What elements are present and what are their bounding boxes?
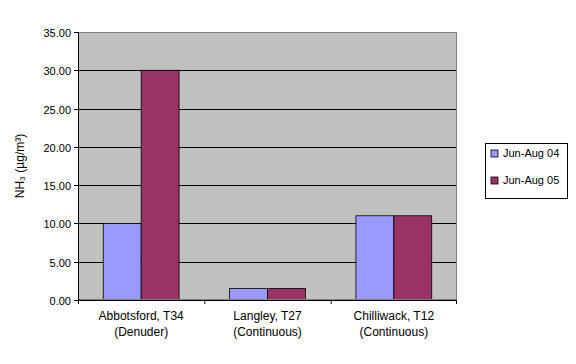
grid-line — [78, 109, 457, 110]
tick-mark — [74, 109, 78, 110]
bar — [141, 70, 179, 300]
legend-swatch — [491, 177, 498, 184]
y-axis-title: NH₃ (µg/m³) — [13, 134, 27, 198]
tick-label: 0.00 — [50, 295, 71, 307]
tick-mark — [331, 300, 332, 304]
bar — [103, 223, 141, 300]
category-label-line: (Denuder) — [114, 325, 168, 339]
category-label-line: Abbotsford, T34 — [99, 309, 184, 323]
legend-label: Jun-Aug 04 — [503, 147, 559, 159]
category-label-line: Chilliwack, T12 — [354, 309, 435, 323]
category-label-line: Langley, T27 — [233, 309, 302, 323]
tick-mark — [74, 32, 78, 33]
grid-line — [78, 300, 457, 301]
tick-label: 25.00 — [43, 104, 71, 116]
bar — [394, 216, 432, 300]
tick-mark — [74, 185, 78, 186]
tick-mark — [204, 300, 205, 304]
tick-mark — [74, 147, 78, 148]
plot-frame — [79, 33, 457, 300]
category-label-line: (Continuous) — [359, 325, 428, 339]
bar — [268, 289, 306, 300]
chart: 0.00 5.00 10.00 15.00 20.00 25.00 30.00 35.00 Ab… — [0, 0, 576, 364]
legend — [486, 144, 568, 199]
bars — [103, 70, 431, 300]
tick-mark — [74, 223, 78, 224]
bar — [230, 289, 268, 300]
tick-label: 10.00 — [43, 218, 71, 230]
tick-label: 15.00 — [43, 180, 71, 192]
bar — [356, 216, 394, 300]
tick-mark — [74, 262, 78, 263]
tick-label: 5.00 — [50, 257, 71, 269]
y-axis — [78, 32, 79, 300]
x-axis — [78, 300, 457, 301]
tick-mark — [74, 300, 78, 301]
legend-label: Jun-Aug 05 — [503, 174, 559, 186]
grid-line — [78, 147, 457, 148]
legend-swatch — [491, 150, 498, 157]
tick-mark — [456, 300, 457, 304]
plot-area — [78, 32, 457, 300]
tick-mark — [74, 70, 78, 71]
tick-label: 35.00 — [43, 27, 71, 39]
grid-line — [78, 70, 457, 71]
category-label: Chilliwack, T12 (Continuous) — [354, 309, 435, 339]
category-label: Abbotsford, T34 (Denuder) — [99, 309, 184, 339]
tick-label: 20.00 — [43, 142, 71, 154]
grid-line — [78, 185, 457, 186]
category-label: Langley, T27 (Continuous) — [233, 309, 302, 339]
category-label-line: (Continuous) — [233, 325, 302, 339]
tick-label: 30.00 — [43, 65, 71, 77]
tick-mark — [78, 300, 79, 304]
